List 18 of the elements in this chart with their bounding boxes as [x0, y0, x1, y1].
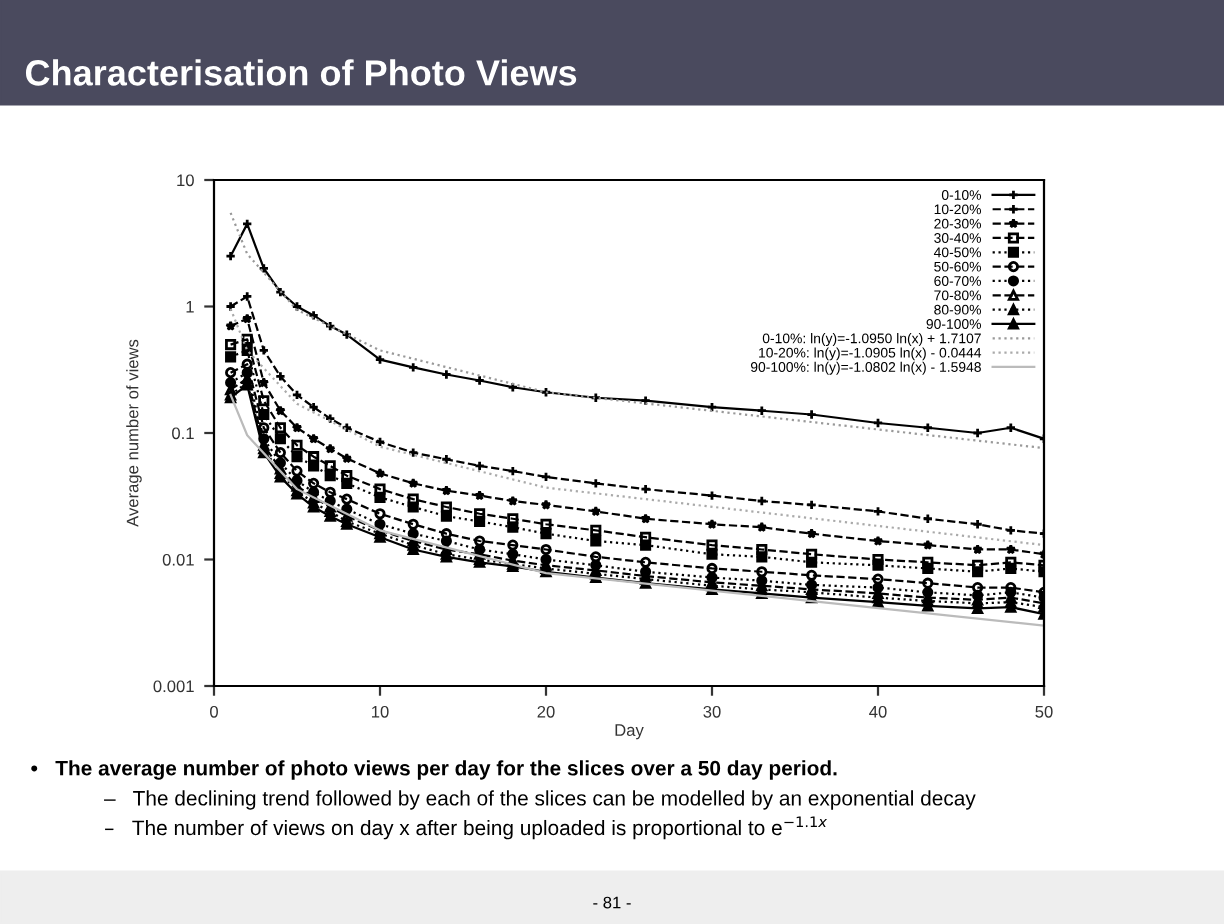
x-tick-label: 40 — [869, 705, 887, 718]
text: – The number of views on day x after being uploaded is proportional to e$^{−1.1x}$ — [105, 816, 828, 840]
text: • The average number of photo views per day for the slices over a 50 day period. — [31, 760, 837, 780]
x-tick-label: 50 — [1035, 705, 1053, 718]
x-tick-label: 10 — [372, 705, 389, 718]
x-tick-label: 30 — [703, 705, 721, 718]
x-axis-title: Day — [615, 724, 644, 740]
x-tick-label: 0 — [210, 705, 218, 718]
text: – The declining trend followed by each of the slices can be modelled by an exponential decay — [104, 790, 976, 810]
y-tick-label: 1 — [186, 301, 194, 313]
y-tick-label: 10 — [177, 174, 194, 187]
y-tick-label: 0.01 — [162, 553, 194, 566]
y-tick-label: 0.001 — [153, 680, 194, 693]
x-tick-label: 20 — [537, 705, 555, 718]
text: - 81 - — [593, 896, 631, 909]
y-tick-label: 0.1 — [172, 427, 194, 440]
y-axis-title: Average number of views — [126, 339, 142, 527]
chart-title: Characterisation of Photo Views — [25, 59, 577, 86]
